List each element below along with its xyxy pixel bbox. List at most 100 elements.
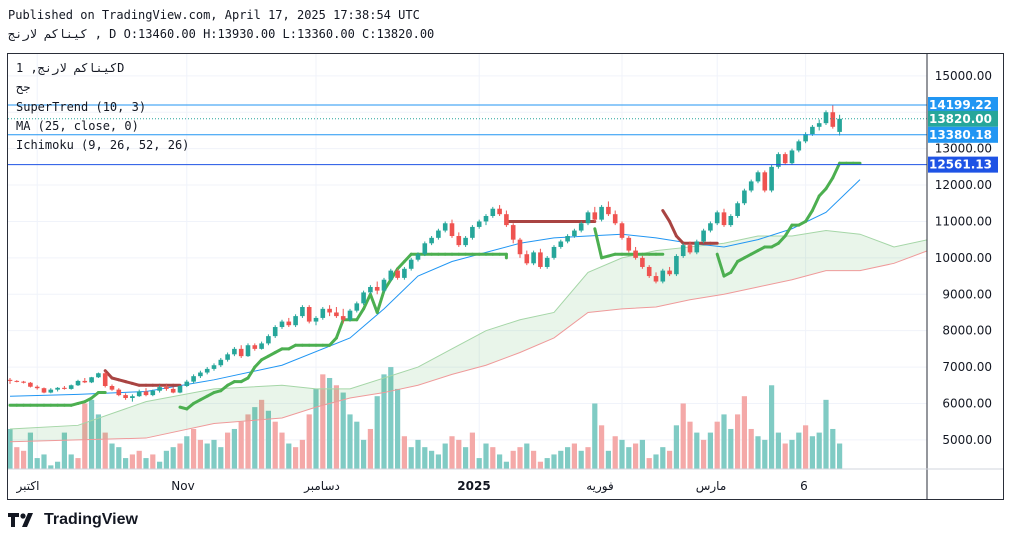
candle [28, 381, 33, 388]
candle [211, 363, 217, 371]
supertrend-segment [810, 194, 821, 213]
candle-body [21, 381, 26, 383]
volume-bar [782, 443, 788, 469]
volume-bar [524, 443, 530, 469]
candle [279, 319, 285, 329]
candle-body [810, 126, 815, 135]
volume-bar [150, 454, 156, 469]
volume-bar [701, 439, 707, 469]
legend-symbol: كيناكم لارنج, 1D [16, 61, 125, 75]
x-tick-label: اكتبر [16, 479, 40, 494]
candle-body [136, 391, 142, 397]
volume-bar [102, 432, 108, 469]
candle [89, 376, 94, 384]
price-tag-label: 13380.18 [929, 128, 992, 142]
candle-body [204, 368, 210, 373]
candle [225, 352, 230, 362]
candle [803, 132, 808, 144]
candle [789, 148, 795, 166]
candle [238, 345, 244, 358]
candle [245, 343, 251, 357]
candle [823, 110, 829, 125]
candle [524, 250, 530, 266]
candle [531, 250, 536, 266]
candle [544, 256, 550, 269]
legend-ichimoku[interactable]: Ichimoku (9, 26, 52, 26) [16, 138, 190, 152]
supertrend-segment [368, 292, 379, 314]
candle-body [680, 245, 686, 257]
candle-body [653, 276, 659, 282]
candle [578, 221, 584, 233]
candle-body [606, 206, 611, 215]
footer-brand: TradingView [8, 511, 138, 529]
candle [266, 334, 271, 346]
candle [606, 201, 611, 216]
candle-body [572, 230, 577, 237]
candle-body [191, 376, 196, 382]
volume-bar [599, 425, 605, 469]
supertrend-segment [824, 176, 835, 191]
chart-frame[interactable] [7, 53, 1004, 500]
volume-bar [422, 447, 428, 469]
candle-body [633, 250, 638, 258]
volume-bar [354, 421, 360, 469]
candle-body [55, 387, 60, 390]
candle-body [422, 243, 428, 255]
price-tag-bg [928, 126, 998, 143]
candle [776, 152, 781, 169]
volume-bar [333, 385, 339, 469]
volume-bar [299, 439, 305, 469]
candle [687, 241, 693, 255]
candle-body [544, 257, 550, 267]
volume-bar [463, 447, 469, 469]
volume-bar [619, 439, 625, 469]
candle-body [211, 365, 217, 369]
supertrend-segment [253, 358, 264, 369]
volume-bar [748, 428, 754, 469]
volume-bar [163, 450, 169, 469]
candle-body [157, 387, 162, 391]
supertrend-segment [776, 234, 787, 245]
candle [714, 210, 720, 226]
volume-bar [197, 439, 203, 469]
supertrend-segment [674, 234, 685, 245]
candle-body [429, 237, 434, 244]
candle [300, 305, 305, 318]
candle-body [667, 270, 672, 275]
candle-body [442, 223, 448, 231]
candle-body [150, 390, 156, 396]
ohlc-line: كيناكم لارنج , D O:13460.00 H:13930.00 L… [8, 27, 435, 41]
volume-bar [633, 443, 639, 469]
candle [810, 124, 815, 136]
candle [538, 248, 543, 269]
volume-bar [660, 447, 666, 469]
candle-body [14, 380, 20, 382]
volume-bar [279, 432, 285, 469]
candle [96, 372, 101, 378]
candle [334, 307, 339, 318]
volume-bar [578, 450, 584, 469]
legend-supertrend[interactable]: SuperTrend (10, 3) [16, 100, 147, 114]
volume-bar [558, 450, 564, 469]
candle-body [504, 214, 509, 226]
price-tag: 12561.13 [928, 156, 998, 173]
legend-ma[interactable]: MA (25, close, 0) [16, 119, 139, 133]
brand-name: TradingView [44, 511, 138, 528]
volume-bar [109, 443, 115, 469]
volume-bar [714, 421, 720, 469]
volume-bar [116, 447, 122, 469]
candle [150, 389, 156, 397]
volume-bar [803, 425, 809, 469]
supertrend-segment [103, 369, 114, 380]
candle-body [82, 380, 88, 383]
volume-bar [259, 399, 265, 469]
candle-body [463, 237, 468, 246]
candle [612, 210, 618, 226]
candle [232, 347, 237, 357]
volume-bar [565, 447, 571, 469]
candle [415, 252, 421, 262]
candle-body [735, 203, 740, 216]
volume-bar [238, 421, 244, 469]
volume-bar [177, 443, 183, 469]
